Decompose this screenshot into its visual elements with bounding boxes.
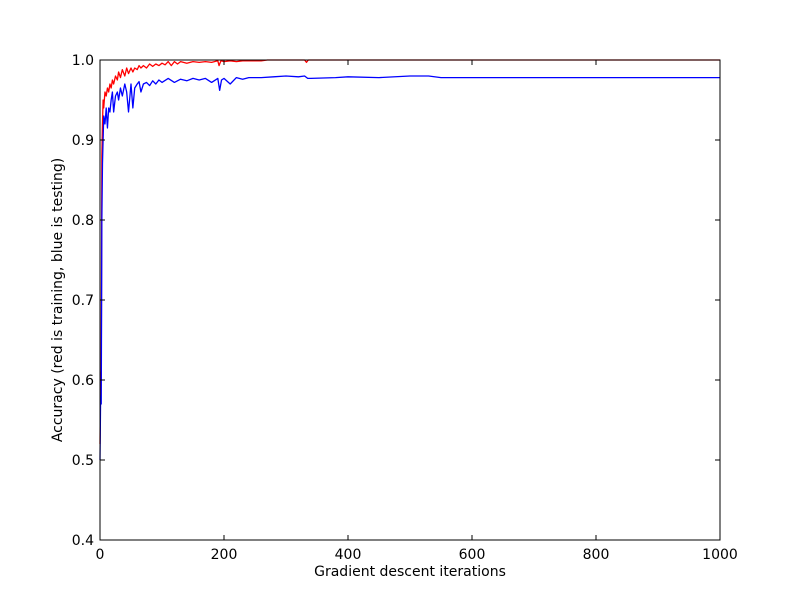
x-tick-label: 800 [583, 547, 610, 563]
y-tick-label: 0.5 [72, 453, 94, 469]
plot-area [100, 60, 720, 540]
x-tick-label: 0 [96, 547, 105, 563]
y-tick-label: 0.4 [72, 533, 94, 549]
x-tick-label: 200 [211, 547, 238, 563]
y-tick-label: 0.9 [72, 133, 94, 149]
y-tick-label: 0.6 [72, 373, 94, 389]
y-axis-title: Accuracy (red is training, blue is testi… [50, 158, 66, 442]
series-line-1 [99, 75, 720, 461]
x-tick-label: 1000 [702, 547, 738, 563]
plot-frame [99, 59, 721, 541]
x-axis-title: Gradient descent iterations [314, 564, 506, 580]
y-tick-label: 0.7 [72, 293, 94, 309]
y-tick-label: 1.0 [72, 53, 94, 69]
x-tick-label: 600 [459, 547, 486, 563]
y-tick-label: 0.8 [72, 213, 94, 229]
x-tick-label: 400 [335, 547, 362, 563]
